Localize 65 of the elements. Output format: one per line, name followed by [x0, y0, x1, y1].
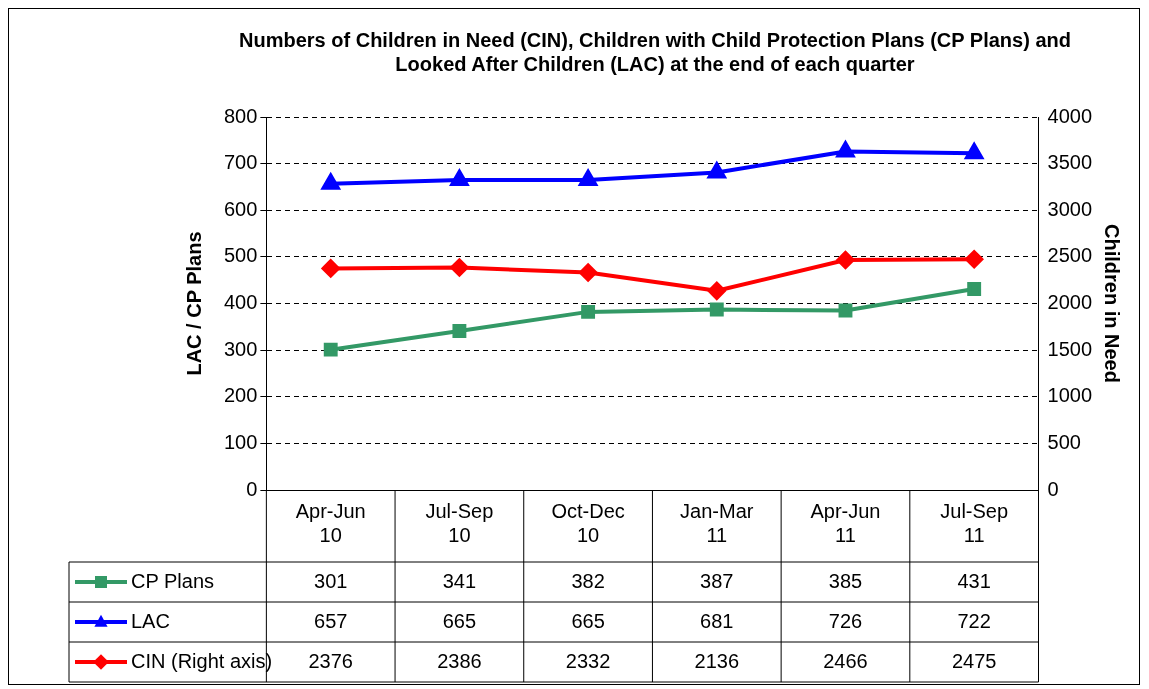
- data-label: 301: [314, 569, 348, 592]
- x-tick-label: Oct-Dec 10: [551, 499, 625, 546]
- point: [836, 141, 855, 158]
- y-tick-label: 500: [223, 244, 258, 267]
- y-axis-title: LAC / CP Plans: [182, 231, 205, 376]
- y-tick-label: 300: [223, 337, 258, 360]
- y2-tick-label: 3000: [1047, 197, 1093, 220]
- y2-tick-label: 4000: [1047, 104, 1093, 127]
- point: [579, 169, 598, 186]
- y-tick-label: 800: [223, 104, 258, 127]
- data-label: 382: [571, 569, 605, 592]
- point: [965, 143, 984, 160]
- data-label: 431: [957, 569, 991, 592]
- data-label: 2466: [823, 649, 868, 672]
- chart-title: Numbers of Children in Need (CIN), Children with Child Protection Plans (CP Plans) and Looked After Children (LAC) at the end of each quarter: [239, 28, 1071, 75]
- point: [323, 342, 338, 357]
- data-label: 2386: [437, 649, 482, 672]
- data-label: 665: [571, 609, 605, 632]
- legend-label: CP Plans: [131, 569, 215, 592]
- y2-tick-label: 2500: [1047, 244, 1093, 267]
- x-tick-label: Jul-Sep 11: [940, 499, 1009, 546]
- y-tick-label: 0: [246, 477, 258, 500]
- data-label: 2475: [951, 649, 997, 672]
- y2-tick-label: 1000: [1047, 384, 1093, 407]
- data-label: 657: [314, 609, 348, 632]
- point: [707, 281, 726, 300]
- y-tick-label: 600: [223, 197, 258, 220]
- data-label: 341: [442, 569, 477, 592]
- point: [965, 250, 984, 269]
- point: [709, 302, 724, 317]
- data-label: 2136: [694, 649, 740, 672]
- y2-axis-title: Children in Need: [1101, 224, 1124, 383]
- data-label: 387: [700, 569, 734, 592]
- data-label: 722: [957, 609, 991, 632]
- x-tick-label: Jan-Mar 11: [680, 499, 754, 546]
- x-tick-label: Jul-Sep 10: [425, 499, 494, 546]
- y2-tick-label: 0: [1047, 477, 1059, 500]
- data-label: 665: [442, 609, 477, 632]
- y2-tick-label: 500: [1047, 430, 1081, 453]
- point: [450, 258, 469, 277]
- point: [967, 282, 982, 296]
- y2-tick-label: 3500: [1047, 151, 1093, 174]
- y-tick-label: 400: [223, 291, 258, 314]
- y2-tick-label: 2000: [1047, 291, 1093, 314]
- point: [581, 304, 596, 319]
- y-tick-label: 700: [223, 151, 258, 174]
- x-tick-label: Apr-Jun 11: [810, 499, 881, 546]
- data-label: 726: [828, 609, 863, 632]
- point: [838, 303, 853, 318]
- data-label: 385: [828, 569, 863, 592]
- x-tick-label: Apr-Jun 10: [295, 499, 366, 546]
- point: [320, 171, 341, 190]
- data-label: 681: [700, 609, 734, 632]
- point: [452, 324, 467, 338]
- point: [450, 169, 469, 186]
- data-label: 2376: [308, 649, 353, 672]
- point: [321, 259, 340, 278]
- y-tick-label: 200: [223, 384, 258, 407]
- y2-tick-label: 1500: [1047, 337, 1093, 360]
- point: [836, 251, 855, 270]
- y-tick-label: 100: [223, 430, 258, 453]
- point: [707, 162, 726, 179]
- data-label: 2332: [565, 649, 611, 672]
- legend-label: LAC: [131, 609, 170, 632]
- point: [579, 263, 598, 282]
